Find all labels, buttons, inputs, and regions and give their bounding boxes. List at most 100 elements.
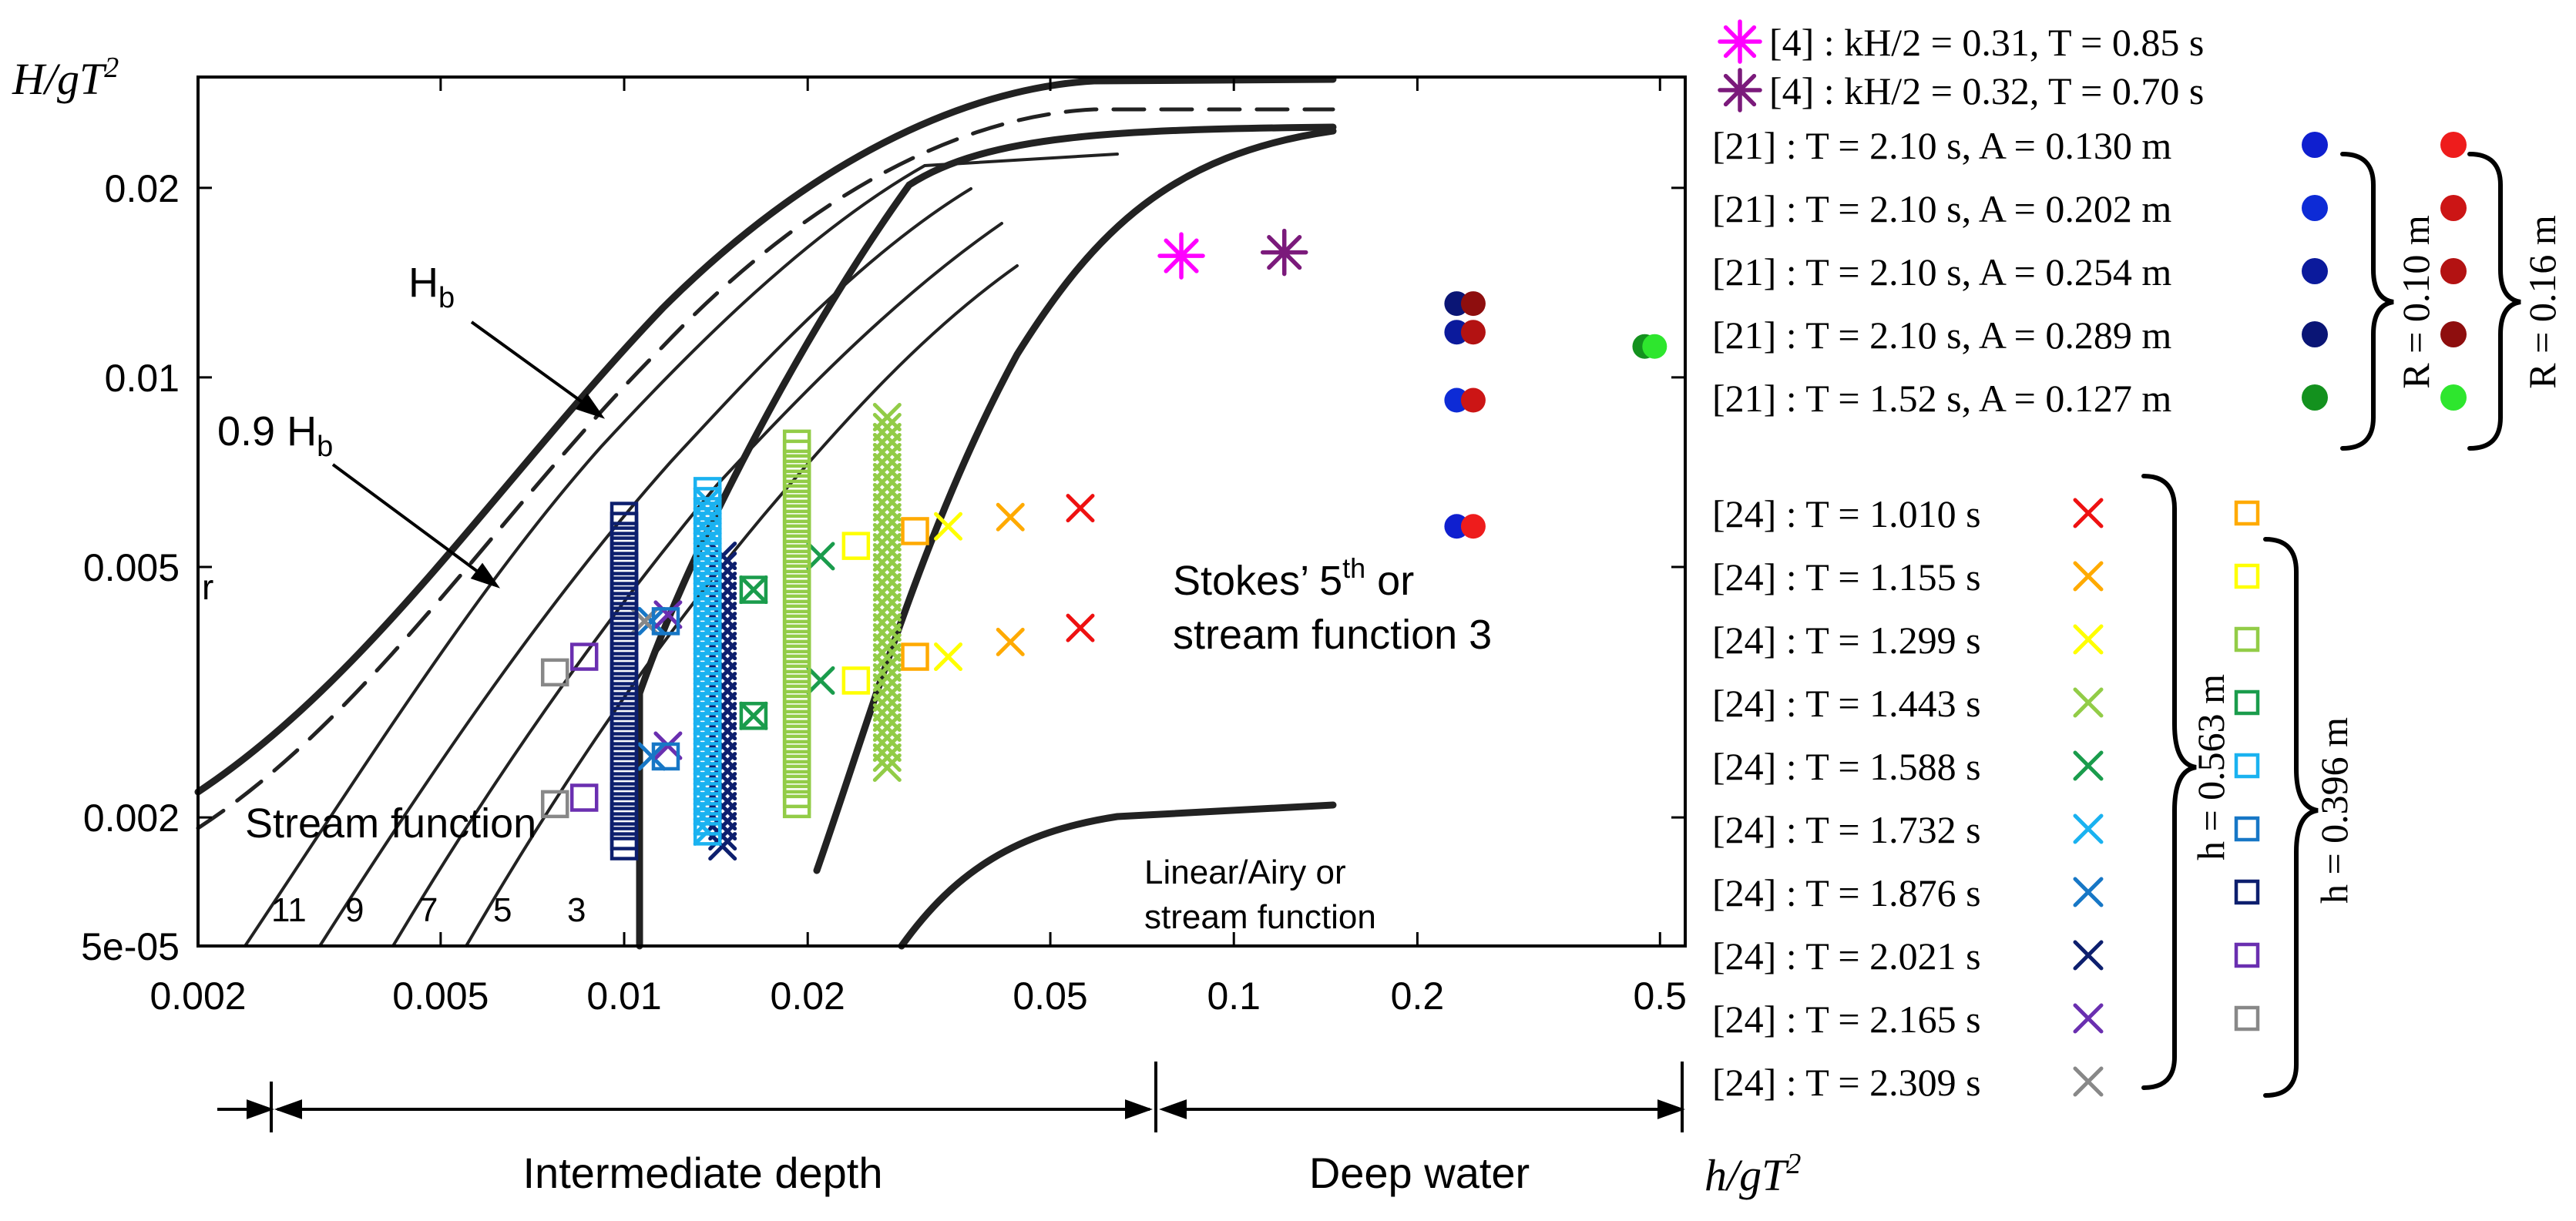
legend-label: [24] : T = 2.021 s — [1712, 934, 1981, 978]
data-point — [872, 422, 902, 451]
x-tick-label: 0.02 — [771, 974, 845, 1018]
legend-label: [4] : kH/2 = 0.31, T = 0.85 s — [1769, 21, 2204, 64]
y-tick-label: 0.02 — [105, 167, 180, 210]
data-point — [653, 600, 683, 629]
x-tick-label: 0.005 — [392, 974, 489, 1018]
curve-order-separator — [636, 123, 1337, 950]
data-point — [806, 542, 835, 571]
data-point — [872, 532, 902, 562]
legend-marker — [2234, 879, 2260, 905]
series-group — [1632, 334, 1668, 359]
arrow-hb — [470, 320, 606, 419]
data-point — [872, 412, 902, 441]
data-point — [872, 562, 902, 592]
data-point — [1066, 494, 1095, 523]
legend-marker — [2073, 940, 2104, 971]
series-group — [739, 542, 835, 730]
group-label-h0396: h = 0.396 m — [2312, 717, 2356, 904]
data-point — [872, 703, 902, 732]
y-tick-label: 0.005 — [83, 546, 180, 589]
data-point — [872, 442, 902, 471]
region-deep-label: Deep water — [1309, 1149, 1530, 1197]
x-tick-label: 0.2 — [1391, 974, 1445, 1018]
legend-marker — [2073, 877, 2104, 907]
data-point — [872, 472, 902, 501]
data-point — [872, 452, 902, 481]
data-point — [651, 607, 680, 636]
legend-marker — [2073, 1003, 2104, 1034]
hb-label: Hb — [408, 260, 455, 314]
legend-marker — [2234, 942, 2260, 968]
data-point — [872, 612, 902, 642]
data-point — [872, 602, 902, 632]
series-group — [739, 575, 768, 730]
legend-marker — [1718, 68, 1762, 112]
data-point — [872, 743, 902, 772]
data-point — [739, 702, 768, 730]
legend-marker — [2073, 498, 2104, 528]
series-group — [1444, 514, 1486, 539]
legend-marker — [2073, 561, 2104, 592]
legend-marker — [2440, 258, 2467, 284]
x-tick-label: 0.05 — [1013, 974, 1087, 1018]
series-group — [693, 477, 722, 846]
legend-marker — [2234, 626, 2260, 652]
curve-stream-5 — [465, 264, 1019, 948]
series-group — [1444, 320, 1486, 345]
legend-marker — [2302, 195, 2328, 221]
data-point — [651, 742, 680, 771]
data-point — [872, 683, 902, 712]
data-point — [872, 582, 902, 612]
legend-marker — [2234, 500, 2260, 526]
series-group — [540, 658, 569, 819]
data-point — [872, 502, 902, 532]
hb09-label: 0.9 Hb — [217, 408, 333, 463]
x-tick-label: 0.5 — [1633, 974, 1687, 1018]
series-group — [996, 502, 1025, 656]
legend-marker — [2234, 689, 2260, 716]
order-9-label: 9 — [345, 891, 364, 929]
curve-stream-9 — [318, 187, 972, 948]
series-group — [1444, 387, 1486, 413]
legend-label: [21] : T = 2.10 s, A = 0.254 m — [1712, 250, 2171, 294]
legend-marker — [2234, 1005, 2260, 1031]
data-point — [1642, 334, 1668, 359]
series-group — [651, 607, 680, 771]
data-point — [872, 753, 902, 782]
legend-marker — [2302, 384, 2328, 411]
legend-marker — [2440, 321, 2467, 347]
legend-braces — [2141, 152, 2521, 1098]
data-point — [872, 713, 902, 742]
group-label-h0563: h = 0.563 m — [2189, 674, 2232, 860]
data-point — [841, 666, 871, 695]
data-point — [872, 492, 902, 522]
order-3-label: 3 — [567, 891, 586, 929]
legend-marker — [2302, 321, 2328, 347]
region-intermediate-label: Intermediate depth — [523, 1149, 883, 1197]
legend-marker — [2302, 132, 2328, 158]
data-point — [693, 477, 722, 505]
data-point — [901, 517, 929, 545]
linear-label-line2: stream function — [1144, 898, 1376, 936]
data-point — [1460, 320, 1486, 345]
data-point — [872, 673, 902, 702]
y-tick-label: 0.01 — [105, 357, 180, 400]
legend-label: [21] : T = 2.10 s, A = 0.289 m — [1712, 314, 2171, 357]
data-point — [708, 832, 737, 861]
legend-label: [24] : T = 1.876 s — [1712, 871, 1981, 914]
data-point — [872, 512, 902, 542]
data-point — [872, 552, 902, 582]
legend-label: [21] : T = 1.52 s, A = 0.127 m — [1712, 377, 2171, 420]
legend-marker — [2234, 753, 2260, 779]
data-point — [872, 662, 902, 692]
data-point — [569, 783, 599, 812]
linear-label-line1: Linear/Airy or — [1144, 854, 1346, 891]
legend-label: [24] : T = 1.010 s — [1712, 492, 1981, 535]
legend-marker — [1718, 19, 1762, 64]
stray-label: r — [202, 567, 213, 607]
legend-marker — [2073, 750, 2104, 781]
data-point — [872, 733, 902, 762]
curve-breaking-90 — [196, 107, 1335, 830]
legend-label: [24] : T = 2.165 s — [1712, 998, 1981, 1041]
